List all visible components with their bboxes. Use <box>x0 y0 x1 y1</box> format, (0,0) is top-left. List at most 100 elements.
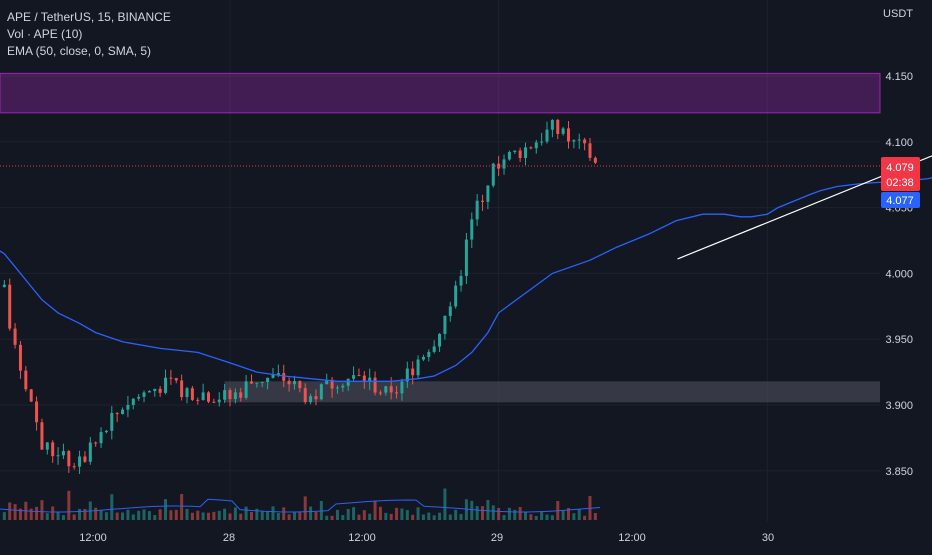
candle-body <box>121 409 125 414</box>
volume-bar <box>228 513 232 520</box>
candle-body <box>395 392 399 394</box>
candle-body <box>550 119 554 130</box>
candle-body <box>153 388 157 392</box>
candle-body <box>18 344 22 371</box>
volume-bar <box>319 500 323 520</box>
price-axis[interactable]: 4.1504.1004.0504.0003.9503.9003.8504.079… <box>881 71 920 478</box>
volume-bar <box>260 511 264 520</box>
volume-bar <box>475 506 479 520</box>
candle-body <box>94 442 98 444</box>
candle-body <box>588 143 592 158</box>
candle-body <box>389 386 393 393</box>
volume-bar <box>389 513 393 520</box>
candle-body <box>373 377 377 393</box>
candle-body <box>223 390 227 400</box>
candle-body <box>137 396 141 399</box>
volume-bar <box>438 512 442 520</box>
candle-body <box>583 139 587 144</box>
candle-body <box>201 392 205 401</box>
price-tick-label: 4.100 <box>885 137 913 149</box>
volume-bar <box>486 499 490 520</box>
last-price-tag <box>881 157 920 191</box>
symbol-title[interactable]: APE / TetherUS, 15, BINANCE <box>7 10 171 24</box>
volume-indicator-label[interactable]: Vol · APE (10) <box>7 27 83 41</box>
volume-bar <box>540 511 544 520</box>
drawing-zones[interactable] <box>0 72 881 403</box>
candle-body <box>126 405 130 410</box>
price-tick-label: 3.950 <box>885 334 913 346</box>
candle-body <box>56 455 60 457</box>
volume-bar <box>357 514 361 520</box>
volume-bar <box>287 514 291 520</box>
candle-body <box>142 392 146 397</box>
candle-body <box>72 466 76 468</box>
volume-bar <box>244 506 248 520</box>
candle-body <box>61 451 65 456</box>
candle-body <box>341 385 345 388</box>
resistance-zone[interactable] <box>0 72 881 114</box>
ema-indicator-label[interactable]: EMA (50, close, 0, SMA, 5) <box>7 44 152 58</box>
volume-bar <box>395 507 399 520</box>
volume-bars <box>0 488 601 520</box>
volume-bar <box>577 509 581 520</box>
volume-bar <box>164 499 168 520</box>
volume-bar <box>341 515 345 520</box>
candle-body <box>35 401 39 423</box>
time-axis[interactable]: 12:00 28 12:00 29 12:00 30 <box>79 532 774 544</box>
candle-body <box>545 129 549 142</box>
candle-body <box>169 377 173 379</box>
candle-body <box>524 147 528 159</box>
candle-body <box>24 370 28 390</box>
volume-bar <box>29 508 33 520</box>
volume-bar <box>481 506 485 520</box>
candle-body <box>233 392 237 400</box>
volume-bar <box>550 515 554 520</box>
ascending-trendline[interactable] <box>677 118 932 260</box>
candle-body <box>228 390 232 400</box>
volume-bar <box>276 512 280 520</box>
volume-bar <box>110 494 114 520</box>
volume-bar <box>566 508 570 520</box>
candle-body <box>368 377 372 382</box>
candle-body <box>131 398 135 406</box>
candle-body <box>260 381 264 383</box>
volume-bar <box>373 501 377 520</box>
volume-bar <box>185 508 189 520</box>
candle-body <box>298 381 302 389</box>
candle-body <box>330 379 334 389</box>
volume-bar <box>507 507 511 520</box>
volume-bar <box>207 512 211 520</box>
trendline-drawing[interactable] <box>677 118 932 260</box>
candle-body <box>88 442 92 462</box>
candle-body <box>196 399 200 401</box>
candle-body <box>8 284 12 329</box>
price-tick-label: 4.000 <box>885 268 913 280</box>
candle-body <box>212 401 216 403</box>
candle-body <box>244 381 248 398</box>
volume-bar <box>416 507 420 520</box>
volume-bar <box>303 496 307 520</box>
ema-50-line <box>0 177 932 382</box>
volume-bar <box>180 494 184 520</box>
time-tick-label: 12:00 <box>618 532 646 544</box>
volume-bar <box>233 507 237 520</box>
volume-bar <box>335 509 339 520</box>
volume-bar <box>524 512 528 520</box>
volume-bar <box>346 508 350 520</box>
volume-bar <box>572 513 576 520</box>
volume-bar <box>104 512 108 520</box>
support-zone[interactable] <box>224 381 880 403</box>
last-price-value: 4.079 <box>886 162 914 174</box>
candle-body <box>443 315 447 334</box>
volume-bar <box>223 508 227 520</box>
candle-body <box>185 388 189 398</box>
volume-bar <box>99 509 103 520</box>
volume-bar <box>561 510 565 520</box>
candle-body <box>486 185 490 202</box>
volume-bar <box>545 514 549 520</box>
candle-body <box>292 381 296 385</box>
candle-body <box>593 157 597 163</box>
volume-bar <box>51 506 55 520</box>
